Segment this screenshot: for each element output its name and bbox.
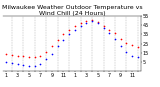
Point <box>120 46 122 47</box>
Point <box>114 38 116 40</box>
Point <box>137 57 139 58</box>
Point <box>62 33 65 35</box>
Point <box>68 33 70 35</box>
Point <box>85 21 88 22</box>
Point <box>56 39 59 40</box>
Point <box>102 25 105 27</box>
Point <box>5 61 7 63</box>
Point <box>74 29 76 30</box>
Point <box>96 21 99 23</box>
Point <box>131 55 133 56</box>
Point <box>45 51 48 53</box>
Point <box>28 57 30 58</box>
Point <box>79 25 82 27</box>
Point <box>39 56 42 57</box>
Point <box>5 53 7 54</box>
Point <box>125 42 128 43</box>
Point <box>114 33 116 34</box>
Point <box>28 65 30 66</box>
Point <box>33 65 36 66</box>
Point <box>91 20 93 21</box>
Point <box>131 45 133 46</box>
Point <box>62 39 65 40</box>
Point <box>16 55 19 56</box>
Point <box>45 59 48 60</box>
Point <box>79 22 82 24</box>
Point <box>16 63 19 65</box>
Point <box>51 46 53 47</box>
Point <box>120 38 122 40</box>
Point <box>22 64 24 66</box>
Point <box>68 29 70 30</box>
Point <box>11 54 13 55</box>
Point <box>56 46 59 47</box>
Point <box>91 21 93 22</box>
Point <box>11 62 13 64</box>
Point <box>51 53 53 54</box>
Point <box>33 57 36 58</box>
Point <box>39 63 42 65</box>
Point <box>108 33 111 34</box>
Point <box>85 22 88 24</box>
Point <box>22 56 24 57</box>
Point <box>96 22 99 24</box>
Title: Milwaukee Weather Outdoor Temperature vs Wind Chill (24 Hours): Milwaukee Weather Outdoor Temperature vs… <box>2 5 142 16</box>
Point <box>108 29 111 30</box>
Point <box>74 25 76 27</box>
Point <box>102 27 105 28</box>
Point <box>137 47 139 48</box>
Point <box>125 51 128 53</box>
